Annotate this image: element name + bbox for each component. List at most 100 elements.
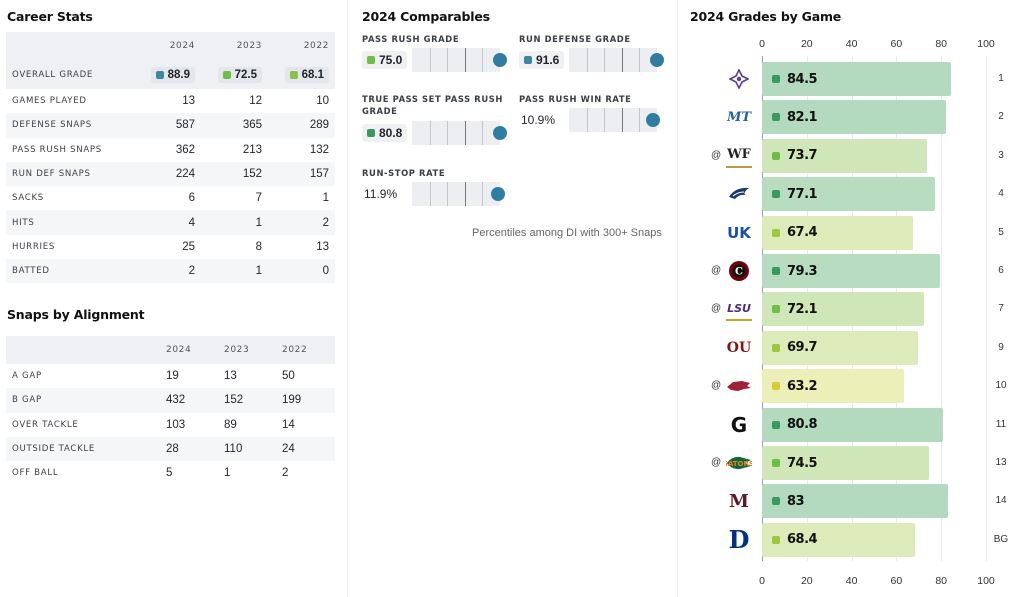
career-cell-2024: 13: [182, 95, 195, 108]
kentucky-logo-icon: UK: [727, 223, 751, 242]
percentile-bar: [412, 182, 506, 206]
career-row-label: PASS RUSH SNAPS: [12, 144, 102, 155]
grade-bar-week-5: [762, 215, 913, 250]
x-tick-top-60: 60: [890, 38, 903, 50]
alignment-cell-2023: 1: [224, 467, 231, 480]
alignment-row-off-ball: OFF BALL 5 1 2: [6, 461, 335, 485]
grade-value-text: 67.4: [787, 225, 818, 241]
career-stats-header-blank: [6, 32, 134, 60]
grade-value-text: 80.8: [787, 417, 818, 433]
percentile-tick: [447, 48, 449, 72]
percentile-dot: [650, 53, 664, 67]
comparable-label: PASS RUSH GRADE: [362, 34, 460, 44]
career-cell-2024: 6: [188, 192, 195, 205]
grade-value-week-6: 79.3: [772, 254, 818, 288]
grade-color-swatch: [772, 228, 780, 237]
grade-bar-week-10: [762, 369, 904, 404]
week-label-3: 3: [998, 149, 1004, 161]
alignment-cell-2022: 2: [282, 467, 289, 480]
alignment-row-a-gap: A GAP 19 13 50: [6, 364, 335, 388]
away-game-marker: @: [711, 149, 722, 161]
career-cell-2023: 1: [201, 259, 268, 284]
comparable-value-row: 10.9%: [519, 108, 661, 132]
grade-color-swatch: [772, 343, 780, 352]
week-label-10: 10: [995, 380, 1007, 392]
career-row-label: HURRIES: [12, 241, 56, 252]
career-row-label: OVERALL GRADE: [6, 60, 134, 89]
grade-bar-week-13: [762, 446, 929, 480]
grade-bar-week-4: [762, 177, 935, 212]
alignment-cell-2024: 432: [160, 388, 218, 413]
grade-bar-week-7: [762, 292, 924, 327]
grade-color-swatch: [367, 129, 375, 137]
week-label-7: 7: [998, 303, 1004, 315]
grade-value: 72.5: [234, 68, 257, 81]
x-tick-bottom-0: 0: [759, 575, 765, 587]
comparable-value: 80.8: [362, 124, 408, 142]
career-row-sacks: SACKS 6 7 1: [6, 186, 335, 210]
grade-value-week-1: 84.5: [772, 62, 818, 96]
grade-bar-week-11: [762, 407, 943, 442]
career-row-defense-snaps: DEFENSE SNAPS 587 365 289: [6, 113, 335, 138]
grade-bar-week-2: [762, 100, 946, 135]
grade-color-swatch: [524, 56, 532, 64]
comparable-label: TRUE PASS SET PASS RUSH GRADE: [362, 94, 503, 116]
career-row-label: BATTED: [6, 259, 134, 284]
percentile-tick: [447, 121, 449, 145]
week-label-9: 9: [998, 341, 1004, 353]
percentile-tick: [621, 108, 623, 132]
percentile-tick: [621, 48, 623, 72]
comparable-true-pass-set-pass-rush-grade: TRUE PASS SET PASS RUSH GRADE 80.8: [362, 93, 507, 147]
career-cell-2023: 213: [242, 143, 262, 156]
grade-value-week-bg: 68.4: [772, 523, 818, 557]
alignment-row-label: OVER TACKLE: [12, 419, 79, 430]
grade-color-swatch: [772, 190, 780, 199]
comparable-run-stop-rate: RUN-STOP RATE 11.9%: [362, 167, 506, 208]
comparable-value: 91.6: [519, 51, 565, 69]
career-row-run-def-snaps: RUN DEF SNAPS 224 152 157: [6, 161, 335, 187]
grade-value-text: 69.7: [787, 340, 818, 356]
grade-cell-2023: 72.5: [201, 60, 268, 89]
career-stats-col-2023: 2023: [201, 32, 268, 60]
away-game-marker: @: [711, 457, 722, 468]
x-tick-bottom-20: 20: [800, 575, 813, 587]
florida-logo-icon: GATORS: [726, 451, 752, 475]
grade-value-text: 73.7: [787, 148, 818, 164]
grade-chip: 72.5: [217, 66, 262, 83]
grade-bar-week-3: [762, 138, 928, 173]
career-row-label: GAMES PLAYED: [12, 96, 87, 107]
career-row-hurries: HURRIES 25 8 13: [6, 235, 335, 259]
comparable-value-row: 75.0: [362, 48, 507, 72]
percentile-tick: [604, 48, 606, 72]
career-stats-table: 2024 2023 2022 OVERALL GRADE 88.9 72.5 68.1…: [6, 32, 335, 284]
alignment-cell-2024: 103: [166, 418, 186, 431]
georgia-southern-logo-icon: [726, 182, 752, 206]
career-cell-2023: 365: [201, 113, 268, 138]
career-row-batted: BATTED 2 1 0: [6, 259, 335, 284]
grade-color-swatch: [772, 497, 780, 506]
grade-value-week-7: 72.1: [772, 292, 818, 326]
alignment-cell-2024: 19: [166, 370, 179, 383]
comparable-value: 75.0: [362, 51, 408, 69]
comparable-run-defense-grade: RUN DEFENSE GRADE 91.6: [519, 33, 664, 74]
career-row-label: RUN DEF SNAPS: [6, 161, 134, 187]
alignment-row-over-tackle: OVER TACKLE 103 89 14: [6, 413, 335, 437]
percentile-dot: [491, 187, 506, 201]
grade-color-swatch: [772, 151, 780, 160]
grades-by-game-title: 2024 Grades by Game: [690, 9, 842, 24]
comparables-title: 2024 Comparables: [362, 9, 490, 24]
x-tick-top-20: 20: [800, 38, 813, 50]
svg-text:C: C: [735, 267, 743, 278]
percentile-bar: [569, 48, 664, 72]
grade-value-text: 63.2: [787, 378, 818, 394]
comparable-value-text: 80.8: [379, 126, 403, 140]
x-tick-bottom-100: 100: [977, 575, 995, 587]
arkansas-logo-icon: [726, 374, 752, 398]
career-cell-2024: 362: [175, 143, 195, 156]
x-tick-top-40: 40: [845, 38, 858, 50]
grade-value-week-10: 63.2: [772, 369, 818, 403]
career-cell-2024: 2: [134, 259, 201, 284]
career-cell-2024: 25: [182, 240, 195, 253]
grade-color-swatch: [222, 70, 231, 79]
career-cell-2023: 152: [201, 161, 268, 187]
